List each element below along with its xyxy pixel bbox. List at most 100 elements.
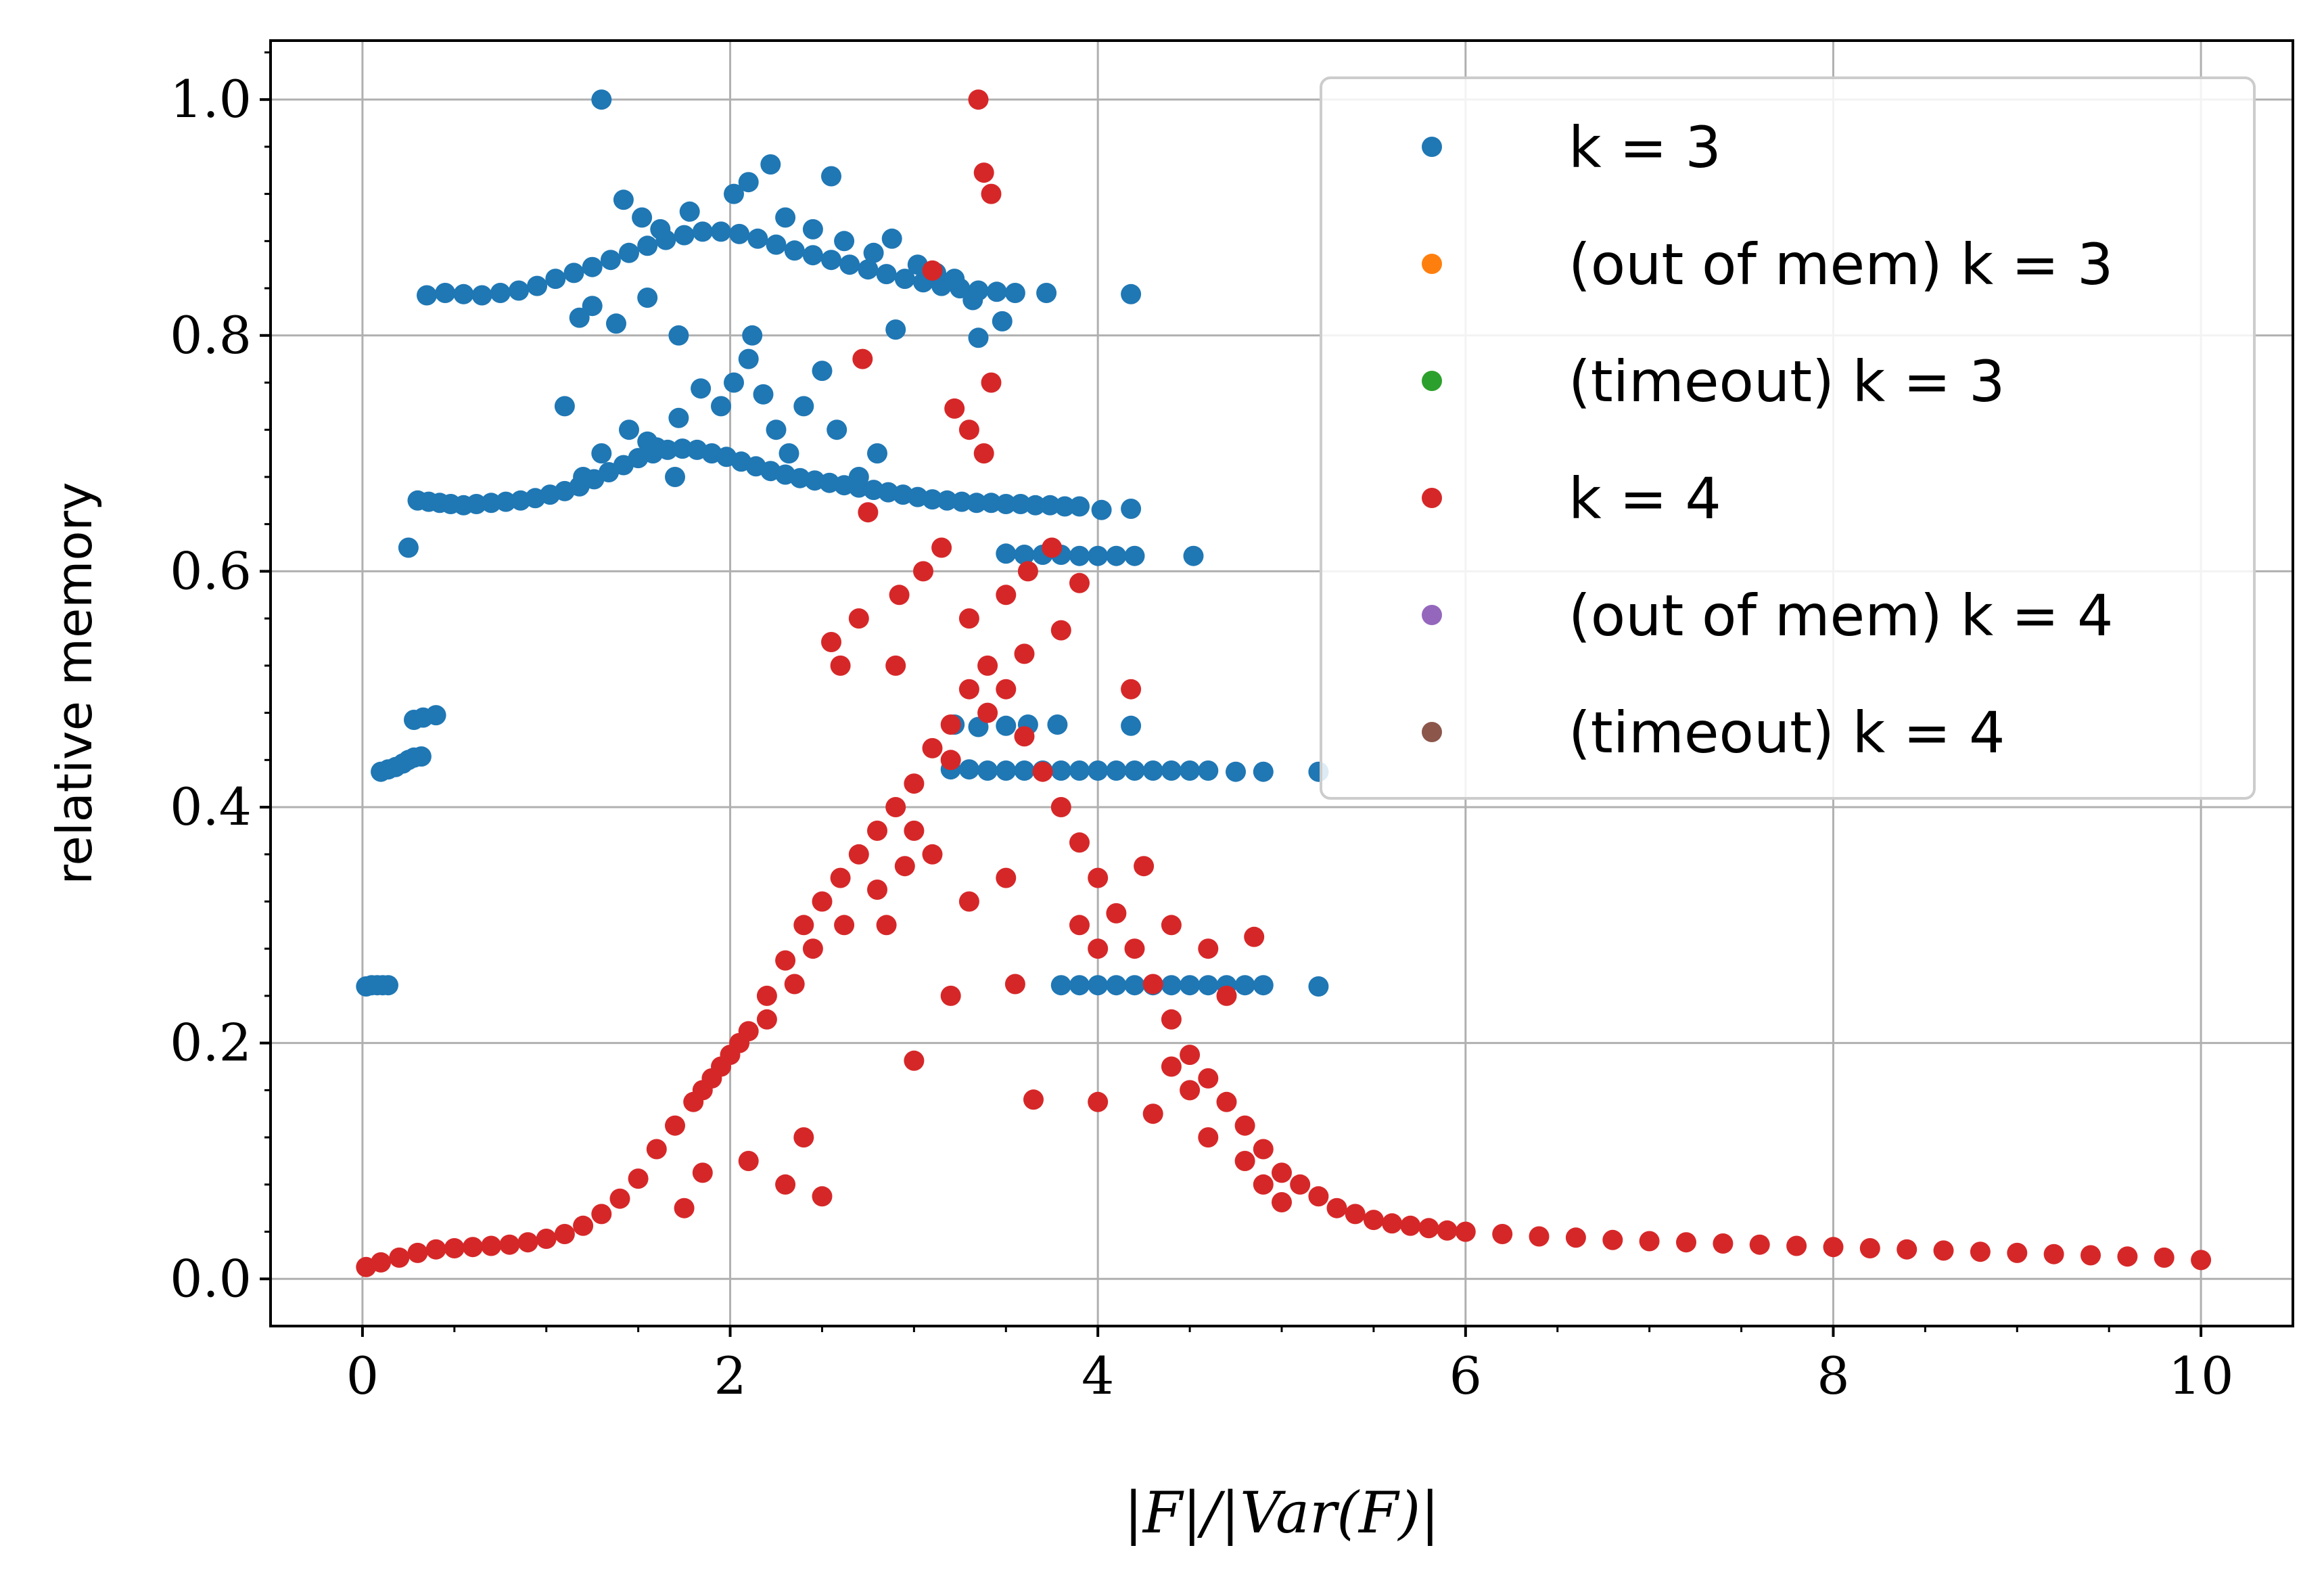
data-point: [2191, 1250, 2212, 1271]
data-point: [1418, 1218, 1439, 1239]
data-point: [881, 228, 902, 249]
data-point: [977, 760, 998, 781]
data-point: [1069, 915, 1090, 936]
axis-ticks: 0 2 4 6 8 10 0.0 0.2 0.4 0.6 0.8 1.0: [170, 51, 2234, 1406]
legend-entry: (timeout) k = 4: [1568, 700, 2005, 766]
data-point: [1253, 1174, 1274, 1195]
data-point: [904, 773, 925, 794]
data-point: [848, 467, 869, 487]
data-point: [1713, 1233, 1734, 1254]
data-point: [668, 325, 689, 346]
data-point: [940, 750, 961, 771]
data-point: [1253, 975, 1274, 996]
data-point: [632, 207, 653, 228]
data-point: [389, 1247, 410, 1268]
data-point: [1069, 545, 1090, 566]
data-point: [2043, 1244, 2064, 1264]
data-point: [1437, 1220, 1458, 1241]
data-point: [1069, 496, 1090, 517]
data-point: [1859, 1238, 1880, 1258]
data-point: [1161, 1009, 1182, 1030]
data-point: [968, 327, 989, 348]
data-point: [894, 856, 915, 877]
data-point: [466, 494, 487, 514]
data-point: [1161, 975, 1182, 996]
data-point: [1253, 1139, 1274, 1160]
data-point: [1455, 1221, 1476, 1242]
data-point: [1121, 679, 1142, 700]
data-point: [821, 250, 841, 271]
data-point: [1198, 975, 1219, 996]
data-point: [1272, 1162, 1292, 1183]
data-point: [1124, 760, 1145, 781]
data-point: [863, 242, 884, 263]
data-point: [573, 1215, 594, 1236]
data-point: [937, 490, 958, 511]
data-point: [1004, 283, 1025, 303]
data-point: [922, 737, 943, 758]
data-point: [742, 325, 763, 346]
data-point: [839, 254, 860, 275]
data-point: [1180, 975, 1201, 996]
data-point: [756, 1009, 777, 1030]
data-point: [802, 219, 823, 240]
data-point: [1088, 975, 1109, 996]
data-point: [1069, 975, 1090, 996]
data-point: [1014, 545, 1035, 565]
data-point: [1272, 1192, 1292, 1212]
data-point: [609, 1188, 630, 1209]
data-point: [711, 1056, 731, 1077]
data-point: [509, 280, 529, 301]
x-tick-label: 2: [714, 1346, 746, 1406]
data-point: [889, 585, 910, 606]
data-point: [371, 1252, 392, 1273]
data-point: [665, 1115, 685, 1136]
data-point: [711, 221, 731, 242]
data-point: [981, 372, 1002, 393]
data-point: [674, 1198, 695, 1218]
data-point: [517, 1232, 538, 1253]
data-point: [1010, 494, 1031, 514]
legend-marker: [1422, 605, 1442, 625]
data-point: [812, 1186, 833, 1207]
data-point: [738, 1151, 759, 1171]
data-point: [986, 281, 1007, 302]
data-point: [679, 201, 700, 222]
x-tick-label: 10: [2168, 1346, 2234, 1406]
data-point: [1142, 1103, 1163, 1124]
data-point: [1069, 832, 1090, 853]
data-point: [692, 221, 713, 242]
data-point: [1106, 760, 1127, 781]
data-point: [1234, 1115, 1255, 1136]
data-point: [793, 915, 814, 936]
data-point: [1023, 1089, 1044, 1110]
x-tick-label: 8: [1817, 1346, 1849, 1406]
data-point: [527, 275, 548, 296]
data-point: [738, 172, 759, 193]
y-tick-label: 0.6: [170, 541, 252, 601]
data-point: [628, 1168, 649, 1189]
data-point: [1244, 926, 1265, 947]
data-point: [444, 1238, 465, 1258]
data-point: [812, 361, 833, 382]
data-point: [1161, 915, 1182, 936]
data-point: [958, 759, 979, 780]
data-point: [637, 288, 658, 308]
data-point: [858, 502, 879, 523]
data-point: [2117, 1246, 2138, 1267]
data-point: [944, 269, 965, 290]
data-point: [1933, 1240, 1954, 1261]
data-point: [729, 223, 750, 244]
data-point: [674, 225, 695, 246]
data-point: [940, 714, 961, 735]
data-point: [996, 867, 1017, 888]
legend-entry: (out of mem) k = 3: [1568, 231, 2113, 298]
data-point: [1308, 976, 1329, 997]
data-point: [545, 269, 566, 290]
data-point: [1004, 974, 1025, 995]
data-point: [536, 1229, 557, 1249]
legend-marker: [1422, 254, 1442, 274]
data-point: [858, 259, 879, 280]
data-point: [1124, 938, 1145, 959]
data-point: [784, 974, 805, 995]
